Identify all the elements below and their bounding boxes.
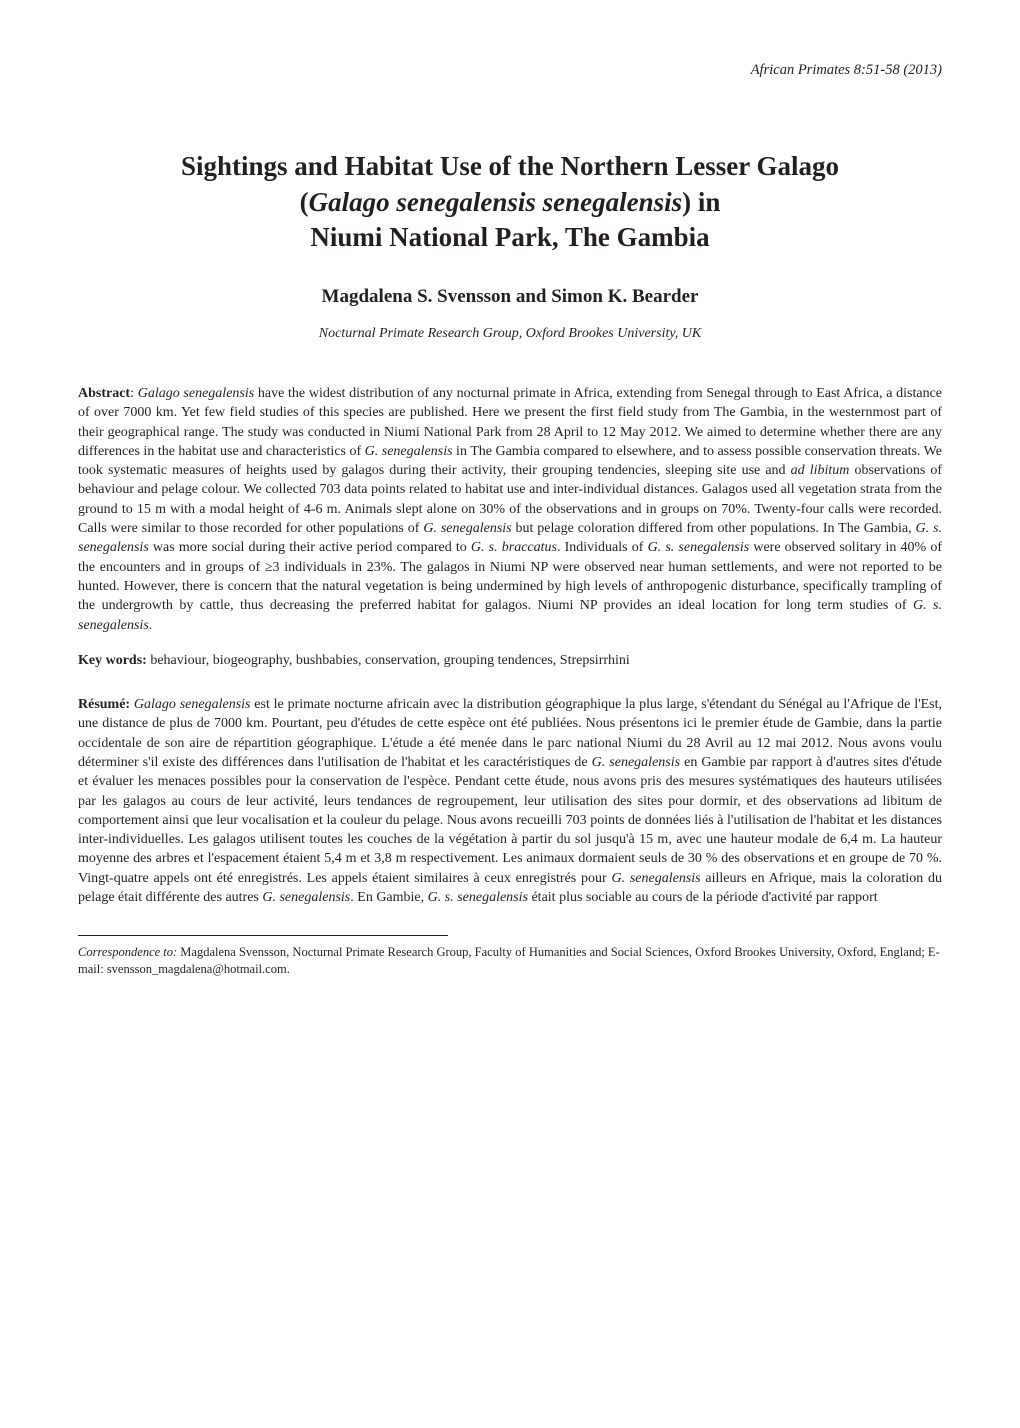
title-paren-close: ) in [682,187,720,217]
footnote-rule [78,935,448,936]
correspondence-label: Correspondence to: [78,945,177,959]
resume-t2: en Gambie par rapport à d'autres sites d… [78,755,942,886]
resume-species-1: Galago senegalensis [134,697,251,712]
abstract-species-3: G. senegalensis [423,521,511,536]
keywords-text: behaviour, biogeography, bushbabies, con… [147,653,630,668]
abstract-t6: . Individuals of [557,540,648,555]
resume: Résumé: Galago senegalensis est le prima… [78,695,942,907]
abstract-t4: but pelage coloration differed from othe… [512,521,916,536]
correspondence: Correspondence to: Magdalena Svensson, N… [78,944,942,978]
abstract-species-2: G. senegalensis [365,444,453,459]
title-line-1: Sightings and Habitat Use of the Norther… [181,151,839,181]
title-species: Galago senegalensis senegalensis [309,187,683,217]
correspondence-text: Magdalena Svensson, Nocturnal Primate Re… [78,945,940,976]
resume-label: Résumé: [78,697,130,712]
resume-t5: était plus sociable au cours de la pério… [528,890,878,905]
keywords-label: Key words: [78,653,147,668]
abstract-t8: . [149,618,153,633]
journal-header: African Primates 8:51-58 (2013) [78,62,942,79]
abstract: Abstract: Galago senegalensis have the w… [78,384,942,635]
keywords: Key words: behaviour, biogeography, bush… [78,653,942,669]
affiliation: Nocturnal Primate Research Group, Oxford… [78,326,942,342]
resume-t4: . En Gambie, [350,890,427,905]
article-title: Sightings and Habitat Use of the Norther… [78,149,942,256]
title-paren-open: ( [300,187,309,217]
resume-species-5: G. s. senegalensis [428,890,528,905]
abstract-species-6: G. s. senegalensis [648,540,750,555]
resume-species-2: G. senegalensis [592,755,680,770]
abstract-label: Abstract [78,386,130,401]
abstract-species-5: G. s. braccatus [471,540,557,555]
page-container: African Primates 8:51-58 (2013) Sighting… [0,0,1020,1028]
title-line-3: Niumi National Park, The Gambia [310,222,709,252]
abstract-t5: was more social during their active peri… [149,540,471,555]
abstract-adlib: ad libitum [791,463,850,478]
abstract-colon: : [130,386,138,401]
resume-species-4: G. senegalensis [262,890,350,905]
authors: Magdalena S. Svensson and Simon K. Beard… [78,286,942,308]
abstract-species-1: Galago senegalensis [138,386,254,401]
resume-species-3: G. senegalensis [611,871,700,886]
